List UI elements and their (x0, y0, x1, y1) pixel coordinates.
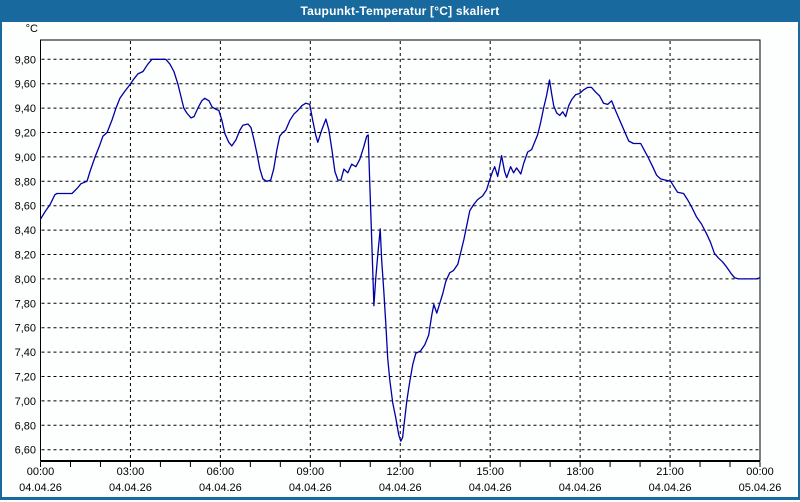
x-tick-time-label: 18:00 (566, 466, 594, 478)
y-axis-unit-label: °C (26, 23, 38, 35)
x-tick-time-label: 00:00 (27, 466, 55, 478)
x-tick-date-label: 04.04.26 (19, 482, 62, 494)
x-tick-date-label: 04.04.26 (649, 482, 692, 494)
x-tick-date-label: 05.04.26 (739, 482, 782, 494)
y-tick-label: 7,20 (15, 372, 36, 384)
y-tick-label: 7,00 (15, 396, 36, 408)
y-tick-label: 9,60 (15, 79, 36, 91)
dewpoint-series-line (39, 58, 761, 442)
y-tick-label: 6,80 (15, 420, 36, 432)
y-tick-label: 9,00 (15, 152, 36, 164)
x-tick-time-label: 15:00 (476, 466, 504, 478)
y-tick-label: 9,40 (15, 103, 36, 115)
chart-area: 9,80 9,60 9,40 9,20 9,00 8,80 8,60 8,40 8,20 8,00… (2, 22, 798, 497)
window-title: Taupunkt-Temperatur [°C] skaliert (300, 4, 500, 18)
y-tick-label: 7,80 (15, 298, 36, 310)
x-tick-time-label: 09:00 (297, 466, 325, 478)
x-tick-date-label: 04.04.26 (379, 482, 422, 494)
x-tick-date-label: 04.04.26 (469, 482, 512, 494)
y-tick-label: 8,20 (15, 250, 36, 262)
x-tick-time-label: 12:00 (386, 466, 414, 478)
x-tick-date-label: 04.04.26 (199, 482, 242, 494)
x-tick-date-label: 04.04.26 (289, 482, 332, 494)
y-tick-label: 8,80 (15, 176, 36, 188)
x-tick-time-label: 00:00 (746, 466, 774, 478)
x-tick-date-label: 04.04.26 (559, 482, 602, 494)
y-tick-label: 7,40 (15, 347, 36, 359)
x-tick-time-label: 03:00 (117, 466, 145, 478)
y-tick-label: 9,20 (15, 128, 36, 140)
x-tick-date-label: 04.04.26 (109, 482, 152, 494)
y-tick-label: 8,60 (15, 201, 36, 213)
x-tick-time-label: 21:00 (656, 466, 684, 478)
y-tick-label: 7,60 (15, 323, 36, 335)
x-tick-time-label: 06:00 (207, 466, 235, 478)
y-tick-label: 9,80 (15, 54, 36, 66)
window-titlebar[interactable]: Taupunkt-Temperatur [°C] skaliert (0, 0, 800, 22)
y-tick-label: 8,00 (15, 274, 36, 286)
y-tick-label: 8,40 (15, 225, 36, 237)
y-tick-label: 6,60 (15, 445, 36, 457)
dewpoint-line-chart: 9,80 9,60 9,40 9,20 9,00 8,80 8,60 8,40 8,20 8,00… (15, 23, 782, 494)
